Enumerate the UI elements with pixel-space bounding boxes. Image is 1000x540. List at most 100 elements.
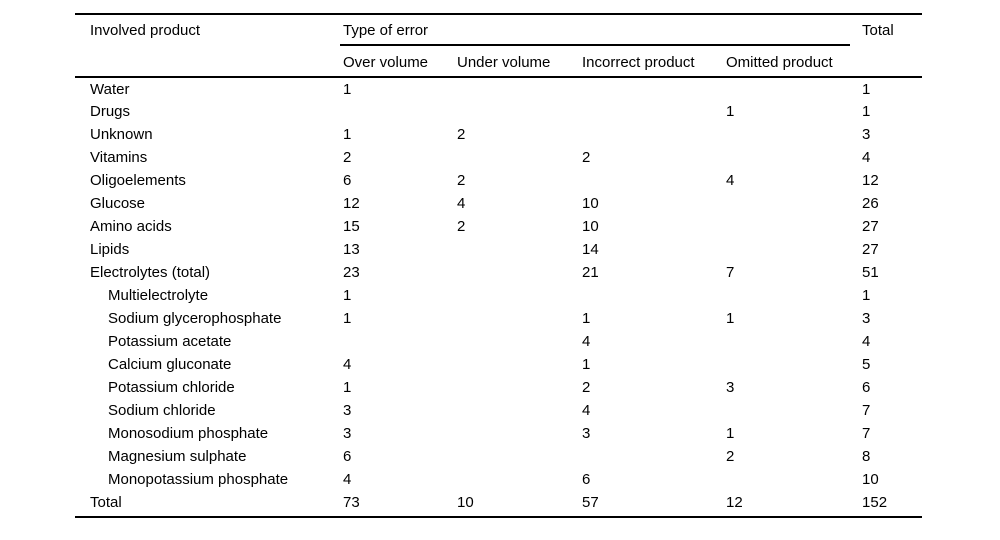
omitted-cell [726,146,862,169]
table-row: Glucose 12 4 10 26 [75,192,922,215]
omitted-cell [726,284,862,307]
omitted-cell: 7 [726,264,735,281]
under-cell [457,376,582,399]
total-cell: 1 [862,103,871,120]
omitted-cell [726,468,862,491]
incorrect-cell: 6 [582,471,591,488]
over-cell: 1 [343,126,352,143]
incorrect-cell: 10 [582,195,599,212]
table-row: Monopotassium phosphate 4 6 10 [75,468,922,491]
table-row: Vitamins 2 2 4 [75,146,922,169]
incorrect-cell: 1 [582,310,591,327]
total-cell: 7 [862,425,871,442]
table-row: Potassium acetate 4 4 [75,330,922,353]
total-cell: 3 [862,126,871,143]
incorrect-cell [582,77,726,100]
over-cell [343,100,457,123]
under-cell [457,353,582,376]
table-row: Sodium glycerophosphate 1 1 1 3 [75,307,922,330]
total-cell: 10 [862,471,879,488]
omitted-cell [726,330,862,353]
header-row-error-types: Over volume Under volume Incorrect produ… [75,46,922,77]
table-row: Sodium chloride 3 4 7 [75,399,922,422]
total-cell: 8 [862,448,871,465]
total-cell: 1 [862,287,871,304]
total-cell: 152 [862,493,888,511]
table-header: Involved product Type of error Total Ove… [75,14,923,77]
under-cell [457,100,582,123]
omitted-cell: 1 [726,310,735,327]
column-header-involved-product: Involved product [90,22,201,39]
product-cell: Oligoelements [90,172,186,189]
incorrect-cell: 2 [582,379,591,396]
total-cell: 4 [862,333,871,350]
table-row: Water 1 1 [75,77,922,100]
total-cell: 3 [862,310,871,327]
column-header-under-volume: Under volume [457,54,551,71]
product-cell: Sodium glycerophosphate [108,310,282,327]
product-cell: Unknown [90,126,153,143]
omitted-cell [726,215,862,238]
incorrect-cell [582,169,726,192]
over-cell: 73 [343,493,360,511]
over-cell: 4 [343,471,352,488]
total-cell: 27 [862,241,879,258]
product-cell: Calcium gluconate [108,356,232,373]
omitted-cell [726,399,862,422]
column-header-incorrect-product: Incorrect product [582,54,695,71]
incorrect-cell: 3 [582,425,591,442]
column-header-omitted-product: Omitted product [726,54,833,71]
over-cell: 4 [343,356,352,373]
product-cell: Potassium chloride [108,379,235,396]
table-row: Electrolytes (total) 23 21 7 51 [75,261,922,284]
table-body: Water 1 1 Drugs 1 1 Unknown 1 2 3 Vitamins 2 2 4 Oligo… [75,77,922,517]
table-row: Multielectrolyte 1 1 [75,284,922,307]
total-cell: 7 [862,402,871,419]
product-cell: Monosodium phosphate [108,425,269,442]
under-cell [457,445,582,468]
omitted-cell: 4 [726,172,735,189]
over-cell: 1 [343,379,352,396]
over-cell: 23 [343,264,360,281]
total-cell: 12 [862,172,879,189]
omitted-cell: 1 [726,425,735,442]
under-cell [457,238,582,261]
product-cell: Electrolytes (total) [90,264,211,281]
over-cell: 6 [343,448,352,465]
table-row: Magnesium sulphate 6 2 8 [75,445,922,468]
product-cell: Total [90,493,122,511]
under-cell [457,399,582,422]
table-row: Calcium gluconate 4 1 5 [75,353,922,376]
under-cell: 2 [457,126,466,143]
header-row-group: Involved product Type of error Total [75,14,922,46]
under-cell: 2 [457,172,466,189]
group-header-rule [340,44,851,46]
omitted-cell [726,123,862,146]
under-cell [457,77,582,100]
total-cell: 1 [862,80,871,98]
omitted-cell [726,77,862,100]
over-cell: 1 [343,287,352,304]
table-row: Unknown 1 2 3 [75,123,922,146]
omitted-cell [726,238,862,261]
incorrect-cell: 14 [582,241,599,258]
omitted-cell: 12 [726,493,743,511]
incorrect-cell: 1 [582,356,591,373]
total-cell: 6 [862,379,871,396]
table-row: Amino acids 15 2 10 27 [75,215,922,238]
under-cell: 4 [457,195,466,212]
table-row: Potassium chloride 1 2 3 6 [75,376,922,399]
total-cell: 26 [862,195,879,212]
under-cell [457,146,582,169]
product-cell: Amino acids [90,218,172,235]
total-row: Total 73 10 57 12 152 [75,491,922,517]
over-cell [343,330,457,353]
under-cell [457,307,582,330]
under-cell [457,284,582,307]
table-row: Oligoelements 6 2 4 12 [75,169,922,192]
incorrect-cell: 21 [582,264,599,281]
incorrect-cell: 4 [582,333,591,350]
total-cell: 5 [862,356,871,373]
omitted-cell [726,353,862,376]
under-cell [457,422,582,445]
